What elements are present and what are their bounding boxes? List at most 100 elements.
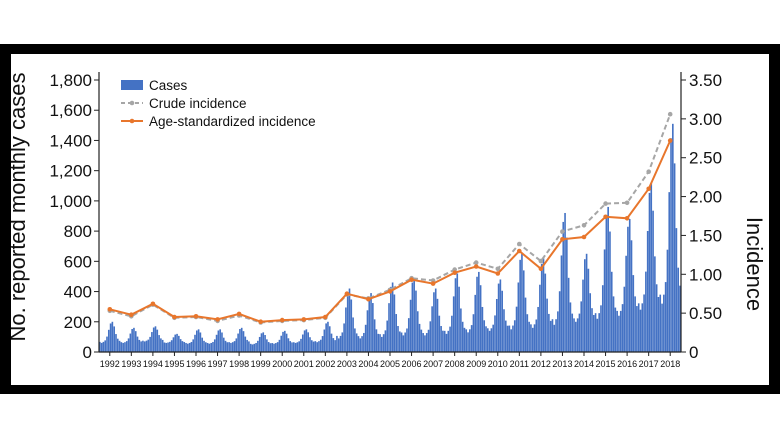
case-bar [512,325,514,352]
legend-marker-age-standardized [129,118,135,124]
case-bar [167,342,169,352]
y2-tick-label: 1.50 [689,226,722,245]
case-bar [350,299,353,352]
case-bar [429,321,432,352]
case-bar [142,340,144,352]
case-bar [639,309,642,352]
case-bar [591,308,593,352]
case-bar [445,333,448,352]
case-bar [596,318,599,352]
case-bar [495,298,498,352]
case-bar [630,240,633,352]
case-bar [194,334,196,352]
case-bar [271,343,274,352]
case-bar [178,335,180,352]
y2-tick-label: 2.50 [689,149,722,168]
age-standardized-incidence-point [236,311,242,317]
case-bar [670,138,672,352]
case-bar [487,328,489,352]
case-bar [325,323,327,352]
x-tick-label: 2002 [315,359,335,369]
case-bar [621,304,624,352]
case-bar [310,340,313,352]
case-bar [503,309,505,352]
age-standardized-incidence-point [646,186,651,192]
case-bar [212,341,214,352]
chart: 0 200 400 600 800 1,000 1,200 1,400 1,600 1,800 0 0… [11,71,767,369]
case-bar [601,285,604,352]
x-tick-label: 1996 [186,359,206,369]
case-bar [221,332,223,352]
case-bar [416,311,419,352]
case-bar [282,331,284,352]
x-tick-label: 2004 [358,359,378,369]
case-bar [249,343,252,352]
x-tick-label: 2012 [531,359,551,369]
age-standardized-incidence-point [667,138,673,143]
case-bar [562,221,565,352]
case-bar [598,313,600,352]
case-bar [138,339,141,352]
case-bar [366,310,369,352]
case-bar [136,336,139,352]
case-bar [179,339,182,352]
case-bar [217,330,220,352]
case-bar [280,335,283,352]
case-bar [499,279,502,352]
crude-incidence-point [603,201,608,206]
case-bar [438,315,441,352]
case-bar [508,325,511,352]
case-bar [107,329,110,352]
case-bar [312,341,315,352]
case-bar [395,314,398,352]
crude-incidence-point [560,229,565,234]
age-standardized-incidence-point [387,289,393,294]
y-tick-label: 800 [64,222,92,241]
x-tick-label: 1992 [100,359,120,369]
case-bar [564,212,566,352]
image-frame: 0 200 400 600 800 1,000 1,200 1,400 1,600 1,800 0 0… [0,44,780,394]
case-bar [402,335,405,352]
case-bar [188,342,191,352]
case-bar [447,330,450,352]
case-bar [147,339,150,352]
y-tick-label: 1,200 [49,162,92,181]
case-bar [407,318,410,352]
case-bar [266,339,268,352]
case-bar [143,341,146,352]
crude-incidence-point [538,258,544,264]
case-bar [291,342,293,352]
age-standardized-incidence-point [323,314,328,320]
chart-panel: 0 200 400 600 800 1,000 1,200 1,400 1,600 1,800 0 0… [11,54,769,385]
case-bar [237,333,239,352]
case-bar [618,315,620,352]
case-bar [296,342,299,352]
legend-swatch-cases [121,80,143,90]
case-bar [199,332,202,352]
x-tick-label: 2009 [466,359,486,369]
case-bar [418,323,421,352]
case-bar [382,334,385,352]
crude-incidence-point [646,169,651,174]
case-bar [460,308,462,352]
case-bar [231,342,234,352]
case-bar [585,253,588,352]
case-bar [510,329,512,352]
case-bar [115,334,117,352]
case-bar [334,340,336,352]
case-bar [592,314,595,352]
case-bar [553,324,556,352]
case-bar [406,328,408,352]
case-bar [172,337,175,352]
case-bar [513,320,516,352]
case-bar [548,313,550,352]
case-bar [504,320,507,352]
case-bar [127,338,130,352]
case-bar [170,340,173,352]
y2-tick-label: 3.50 [689,71,722,90]
case-bar [355,333,358,352]
case-bar [479,285,482,352]
case-bar [244,336,247,352]
case-bar [106,336,108,352]
x-tick-label: 2010 [488,359,508,369]
